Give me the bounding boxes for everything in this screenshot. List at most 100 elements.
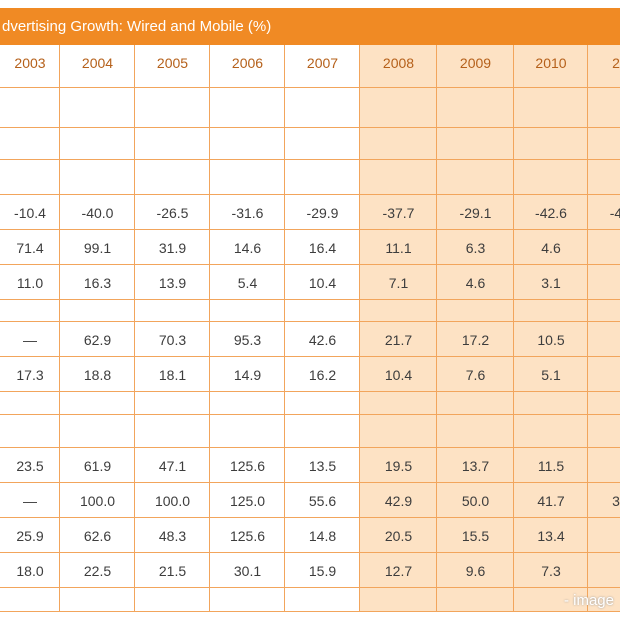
table-value: 6.3: [465, 240, 486, 256]
table-cell: [437, 300, 514, 322]
column-header: 2006: [231, 55, 264, 71]
table-value: 5.4: [237, 275, 258, 291]
table-cell: [135, 483, 210, 518]
table-cell: [210, 415, 285, 448]
table-cell: [135, 518, 210, 553]
table-cell: [210, 195, 285, 230]
table-cell: [437, 553, 514, 588]
table-cell: [135, 265, 210, 300]
table-value: 14.6: [233, 240, 262, 256]
table-cell: [360, 128, 437, 160]
table-cell: [0, 448, 60, 483]
table-cell: [210, 45, 285, 88]
table-value: 95.3: [233, 332, 262, 348]
table-cell: [360, 483, 437, 518]
table-cell: [437, 160, 514, 195]
table-value: 13.9: [158, 275, 187, 291]
table-cell: [60, 322, 135, 357]
table-value: 14.9: [233, 367, 262, 383]
column-header: 2004: [81, 55, 114, 71]
table-value: 11.1: [385, 240, 412, 256]
table-cell: [514, 448, 588, 483]
table-value: 7.6: [465, 367, 486, 383]
table-value: 125.0: [229, 493, 266, 509]
table-cell: [135, 415, 210, 448]
table-cell: [135, 322, 210, 357]
table-cell: [135, 45, 210, 88]
table-cell: [588, 128, 620, 160]
table-cell: [360, 45, 437, 88]
table-value: 16.4: [308, 240, 337, 256]
table-cell: [588, 518, 620, 553]
table-cell: [285, 265, 360, 300]
table-cell: [437, 588, 514, 612]
table-cell: [60, 265, 135, 300]
table-value: 125.6: [229, 458, 266, 474]
table-cell: [514, 45, 588, 88]
table-cell: [588, 483, 620, 518]
table-cell: [437, 483, 514, 518]
table-cell: [588, 392, 620, 415]
table-value: 70.3: [158, 332, 187, 348]
table-cell: [360, 518, 437, 553]
table-cell: [514, 588, 588, 612]
table-value: 4.6: [541, 240, 561, 256]
table-cell: [514, 265, 588, 300]
table-value: —: [23, 493, 37, 509]
table-value: 11.0: [16, 275, 44, 291]
table-cell: [360, 265, 437, 300]
table-cell: [60, 357, 135, 392]
table-cell: [437, 195, 514, 230]
table-value: 71.4: [16, 240, 44, 256]
table-value: 13.5: [308, 458, 337, 474]
table-cell: [135, 300, 210, 322]
table-value: 20.5: [384, 528, 413, 544]
table-cell: [0, 88, 60, 128]
column-header: 2008: [382, 55, 415, 71]
table-cell: [60, 588, 135, 612]
table-cell: [514, 392, 588, 415]
table-cell: [437, 322, 514, 357]
table-value: 62.9: [83, 332, 112, 348]
table-value: 21.7: [384, 332, 413, 348]
watermark: - image: [563, 592, 614, 609]
table-cell: [514, 160, 588, 195]
table-cell: [135, 588, 210, 612]
table-cell: [437, 518, 514, 553]
table-cell: [285, 230, 360, 265]
table-value: 31.9: [158, 240, 187, 256]
table-cell: [210, 128, 285, 160]
table-cell: [285, 322, 360, 357]
table-value: 62.6: [83, 528, 112, 544]
table-cell: [360, 588, 437, 612]
table-value: 30.1: [233, 563, 262, 579]
table-value: 13.4: [537, 528, 565, 544]
table-value: 25.9: [16, 528, 44, 544]
table-cell: [60, 45, 135, 88]
table-value: 99.1: [83, 240, 112, 256]
column-header: 2003: [14, 55, 46, 71]
table-cell: [210, 483, 285, 518]
table-cell: [60, 415, 135, 448]
table-cell: [210, 300, 285, 322]
table-cell: [588, 88, 620, 128]
table-cell: [0, 160, 60, 195]
table-cell: [0, 392, 60, 415]
table-cell: [514, 553, 588, 588]
table-cell: [437, 128, 514, 160]
table-value: 10.4: [384, 367, 413, 383]
table-cell: [360, 357, 437, 392]
table-cell: [135, 553, 210, 588]
table-value: -31.6: [231, 205, 264, 221]
table-cell: [588, 300, 620, 322]
table-cell: [0, 300, 60, 322]
table-cell: [0, 265, 60, 300]
table-cell: [285, 588, 360, 612]
table-value: 10.4: [308, 275, 337, 291]
table-value: 100.0: [79, 493, 116, 509]
table-cell: [60, 553, 135, 588]
table-cell: [360, 300, 437, 322]
table-value: 3: [612, 493, 620, 509]
table-cell: [60, 195, 135, 230]
